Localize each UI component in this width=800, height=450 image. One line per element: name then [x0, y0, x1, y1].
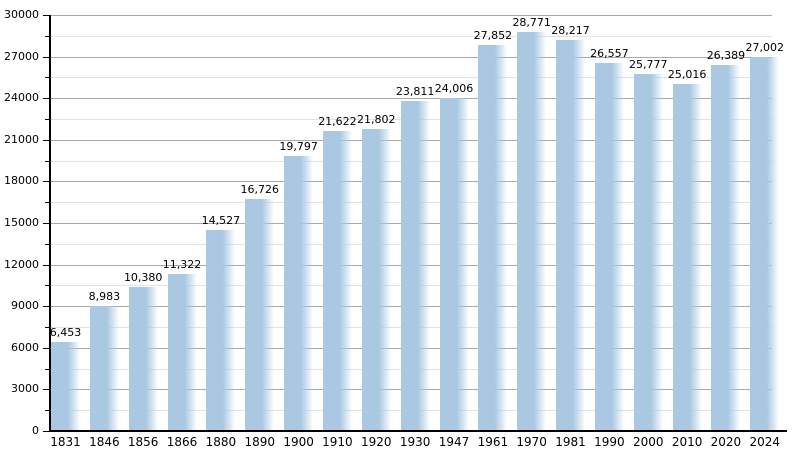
- bar-value-1831: 6,453: [49, 325, 82, 339]
- bar-value-1890: 16,726: [240, 183, 280, 197]
- bar-value-1970: 28,771: [512, 16, 551, 30]
- bar-value-1866: 11,322: [162, 258, 202, 271]
- bar-1910: [322, 131, 352, 431]
- y-axis-minor-tick: [45, 119, 50, 120]
- y-axis-minor-tick: [45, 160, 50, 162]
- y-axis-tick-label: 9000: [11, 299, 39, 313]
- y-axis-minor-tick: [45, 368, 50, 370]
- y-axis-tick-label: 21000: [4, 132, 39, 146]
- x-axis-tick-label-2020: 2020: [710, 435, 742, 449]
- y-axis-tick-label: 12000: [4, 257, 39, 271]
- bar-value-1920: 21,802: [357, 112, 396, 126]
- bar-2024: [750, 56, 780, 431]
- y-axis-tick-label: 30000: [4, 8, 39, 21]
- y-axis-major-tick: [43, 56, 50, 58]
- x-axis-tick-label-2010: 2010: [671, 435, 703, 449]
- x-axis-tick-label-1930: 1930: [399, 435, 431, 449]
- bar-value-1910: 21,622: [318, 115, 357, 129]
- y-axis-major-tick: [43, 264, 50, 266]
- x-axis-tick-label-1880: 1880: [205, 435, 237, 449]
- x-axis-tick-label-1961: 1961: [477, 435, 509, 449]
- bar-1880: [206, 229, 236, 431]
- bar-1990: [594, 62, 624, 431]
- bar-value-1990: 26,557: [590, 46, 629, 60]
- x-axis-tick-label-1866: 1866: [166, 435, 198, 449]
- x-axis: [49, 430, 787, 432]
- bar-value-1947: 24,006: [434, 82, 474, 96]
- x-axis-tick-label-2024: 2024: [749, 435, 781, 449]
- y-axis-tick-label: 15000: [4, 216, 39, 229]
- y-axis-major-tick: [43, 139, 50, 141]
- y-axis-minor-tick: [45, 202, 50, 204]
- bar-value-2020: 26,389: [706, 49, 746, 63]
- bar-1866: [167, 274, 197, 431]
- x-axis-tick-label-1890: 1890: [244, 435, 276, 449]
- y-axis-major-tick: [43, 181, 50, 183]
- bar-2000: [633, 73, 663, 431]
- y-axis-tick-label: 18000: [4, 174, 39, 188]
- bar-1920: [361, 128, 391, 431]
- bar-value-1981: 28,217: [551, 23, 590, 37]
- y-axis-minor-tick: [45, 285, 50, 287]
- bar-1856: [128, 287, 158, 431]
- x-axis-tick-label-1920: 1920: [361, 435, 392, 449]
- y-axis-major-tick: [43, 389, 50, 391]
- bar-1947: [439, 98, 469, 431]
- bar-1930: [400, 100, 430, 431]
- y-axis-minor-tick: [45, 327, 50, 328]
- y-axis-minor-tick: [45, 243, 50, 245]
- bar-1831: [51, 341, 80, 431]
- bar-value-1900: 19,797: [279, 140, 318, 154]
- y-axis-major-tick: [43, 347, 50, 349]
- y-axis-major-tick: [43, 306, 50, 308]
- bar-1900: [284, 156, 314, 431]
- y-axis-major-tick: [43, 98, 50, 100]
- x-axis-tick-label-1900: 1900: [283, 435, 314, 449]
- bar-1890: [245, 199, 275, 431]
- y-axis-tick-label: 3000: [11, 382, 39, 396]
- bar-value-1880: 14,527: [201, 213, 241, 227]
- y-axis-major-tick: [43, 223, 50, 224]
- y-axis-tick-label: 6000: [11, 340, 39, 354]
- y-axis-major-tick: [43, 15, 50, 16]
- x-axis-tick-label-2000: 2000: [632, 435, 664, 449]
- bar-value-1930: 23,811: [395, 84, 435, 98]
- x-axis-tick-label-1846: 1846: [89, 435, 120, 449]
- bar-value-1856: 10,380: [123, 271, 163, 285]
- minor-gridline: [50, 35, 772, 37]
- bar-1846: [89, 306, 119, 431]
- bar-value-2024: 27,002: [745, 40, 785, 54]
- bar-2010: [672, 84, 702, 431]
- bar-1981: [556, 39, 586, 431]
- bar-2020: [711, 65, 741, 431]
- x-axis-tick-label-1947: 1947: [438, 435, 470, 449]
- bar-value-2010: 25,016: [667, 68, 707, 82]
- x-axis-tick-label-1981: 1981: [555, 435, 586, 449]
- y-axis: [49, 15, 51, 432]
- bar-value-1961: 27,852: [473, 28, 513, 42]
- bar-value-1846: 8,983: [88, 290, 121, 304]
- x-axis-tick-label-1856: 1856: [127, 435, 159, 449]
- x-axis-tick-label-1970: 1970: [516, 435, 547, 449]
- major-gridline: [50, 98, 772, 100]
- x-axis-tick-label-1910: 1910: [322, 435, 353, 449]
- bar-1961: [478, 44, 508, 431]
- bar-value-2000: 25,777: [629, 57, 668, 71]
- major-gridline: [50, 15, 772, 16]
- y-axis-tick-label: 24000: [4, 91, 39, 105]
- minor-gridline: [50, 77, 772, 79]
- y-axis-minor-tick: [45, 35, 50, 37]
- y-axis-tick-label: 27000: [4, 49, 39, 63]
- x-axis-tick-label-1831: 1831: [50, 435, 81, 449]
- y-axis-minor-tick: [45, 77, 50, 79]
- y-axis-major-tick: [43, 431, 50, 432]
- y-axis-minor-tick: [45, 410, 50, 412]
- major-gridline: [50, 56, 772, 58]
- bar-1970: [517, 32, 547, 431]
- x-axis-tick-label-1990: 1990: [594, 435, 625, 449]
- y-axis-tick-label: 0: [32, 424, 39, 437]
